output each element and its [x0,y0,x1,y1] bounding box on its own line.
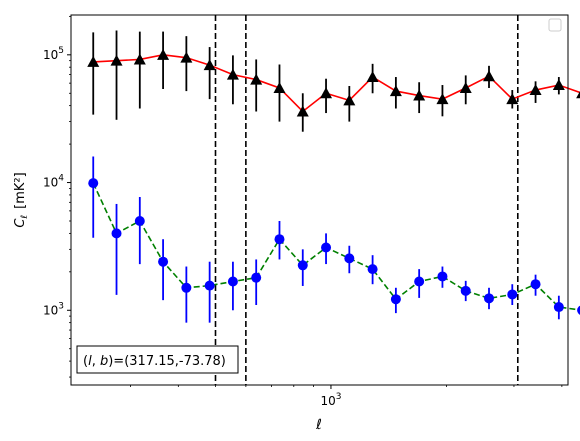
series-1-point-20 [553,302,564,313]
series-0-point-9 [296,105,309,117]
series-0-point-7 [250,73,263,85]
series-0-point-2 [133,53,146,65]
series-0-point-15 [436,93,449,105]
series-1-point-16 [460,285,471,296]
y-axis-label-main: C [13,218,28,228]
annotation-l: l [88,354,92,369]
series-0-point-0 [87,55,100,67]
series-0-point-1 [110,54,123,66]
y-axis-label: Cℓ [mK²] [13,172,30,227]
series-1-point-1 [111,228,122,239]
y-tick-label-exp: 5 [58,46,64,56]
series-1-point-19 [530,279,541,290]
series-0-point-20 [552,79,565,91]
y-tick-label-0: 103 [43,301,64,317]
series-1-point-21 [577,305,580,315]
series-1-point-15 [437,271,448,282]
series-1-point-12 [367,264,378,275]
y-tick-label-exp: 3 [58,301,64,311]
series-0-point-3 [157,48,170,60]
annotation-open: ( [83,354,88,369]
x-axis-label: ℓ [315,417,322,433]
series-0-point-11 [343,94,356,106]
series-1-point-9 [297,260,308,271]
x-tick-label-exp: 3 [336,392,342,402]
series-1-point-0 [88,178,99,189]
annotation-box: (l, b)=(317.15,-73.78) [76,345,239,374]
series-1-point-6 [227,276,238,287]
annotation-close: )=(317.15,-73.78) [108,354,226,369]
vertical-reference-lines [214,15,519,385]
series-0-point-5 [203,59,216,71]
y-axis-label-unit: [mK²] [13,172,28,209]
annotation-comma: , [92,354,100,369]
legend-box [548,18,562,32]
series-1-point-5 [204,280,215,291]
series-1-point-13 [390,294,401,305]
y-tick-label-2: 105 [43,46,64,62]
series-0-point-8 [273,81,286,93]
series-1-point-7 [251,272,262,283]
y-tick-label-base: 10 [43,176,58,190]
series-0-point-19 [529,84,542,96]
x-tick-label-base: 10 [320,394,335,408]
plot-frame [70,14,569,386]
series-0 [87,30,580,132]
annotation-text: (l, b)=(317.15,-73.78) [83,354,226,369]
annotation-b: b [100,354,108,369]
series-0-point-16 [459,81,472,93]
series-0-point-21 [576,91,580,99]
y-tick-label-1: 104 [43,174,64,190]
series-0-point-6 [226,68,239,80]
series-1-point-3 [158,256,169,267]
series-0-point-10 [320,87,333,99]
series-1-point-4 [181,282,192,293]
series-1-point-10 [321,242,332,253]
series-1-point-2 [134,215,145,226]
series-0-point-18 [506,93,519,105]
y-tick-label-base: 10 [43,303,58,317]
series-1-point-8 [274,234,285,245]
series-1 [88,156,580,323]
series-1-point-11 [344,253,355,264]
data-series [87,30,580,323]
series-1-point-17 [484,293,495,304]
series-1-point-14 [414,276,425,287]
series-1-point-18 [507,289,518,300]
series-0-point-4 [180,51,193,63]
y-tick-label-base: 10 [43,48,58,62]
series-0-point-14 [413,89,426,101]
x-tick-label-0: 103 [320,392,341,408]
y-axis-label-sub: ℓ [20,215,30,220]
series-0-point-12 [366,71,379,83]
series-0-point-13 [389,85,402,97]
y-tick-label-exp: 4 [58,174,64,184]
series-0-point-17 [483,70,496,82]
annotation-frame [76,345,239,374]
